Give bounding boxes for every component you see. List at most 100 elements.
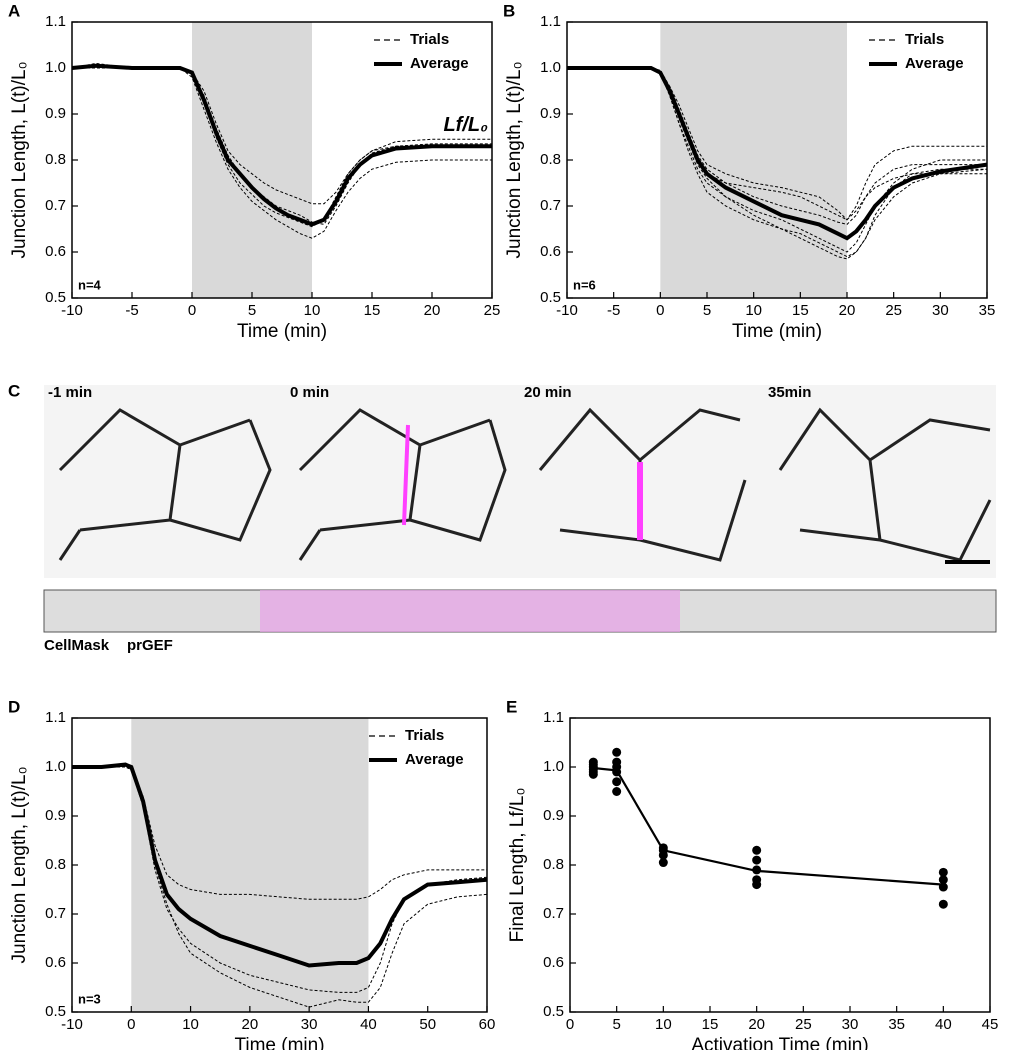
legend-label: Trials	[905, 31, 944, 48]
y-axis-label: Junction Length, L(t)/L₀	[504, 62, 525, 259]
y-tick-label: 0.9	[45, 807, 66, 824]
y-tick-label: 1.1	[543, 709, 564, 726]
sample-size: n=4	[78, 277, 102, 292]
y-tick-label: 0.6	[45, 954, 66, 971]
y-tick-label: 0.5	[45, 289, 66, 306]
chart: -10 -5 0 5 10 15 20 25 30 35 0.5 0.6 0.7 0.8 0.9 1.0 1.1…	[503, 1, 995, 342]
data-point	[612, 777, 622, 787]
x-tick-label: 5	[248, 302, 256, 319]
average-line	[567, 66, 988, 241]
x-tick-label: -10	[556, 302, 578, 319]
plot-frame	[566, 21, 988, 299]
x-tick-label: 25	[484, 302, 501, 319]
x-tick-label: 0	[127, 1016, 135, 1033]
frame-label: 20 min	[524, 384, 572, 401]
y-tick-label: 0.5	[543, 1003, 564, 1020]
panel-letter: E	[506, 697, 517, 716]
panel-letter: D	[8, 697, 20, 716]
x-tick-label: 5	[703, 302, 711, 319]
legend-label: Trials	[405, 727, 444, 744]
frame-label: -1 min	[48, 384, 92, 401]
plot-frame	[71, 21, 493, 299]
x-tick-label: -5	[125, 302, 138, 319]
legend-label: Average	[905, 55, 964, 72]
x-tick-label: 20	[242, 1016, 259, 1033]
x-tick-label: -5	[607, 302, 620, 319]
data-point	[588, 769, 598, 779]
cell-outlines	[58, 407, 992, 562]
average-line	[72, 762, 488, 968]
y-tick-label: 0.7	[540, 197, 561, 214]
x-tick-label: 35	[888, 1016, 905, 1033]
x-axis-label: Time (min)	[237, 321, 327, 342]
x-axis-label: Activation Time (min)	[691, 1035, 868, 1050]
plot-frame	[569, 717, 991, 1013]
legend-label: Average	[405, 751, 464, 768]
x-tick-label: 40	[935, 1016, 952, 1033]
x-tick-label: 25	[795, 1016, 812, 1033]
y-tick-label: 0.7	[45, 197, 66, 214]
y-tick-label: 1.0	[540, 59, 561, 76]
x-tick-label: 30	[932, 302, 949, 319]
panel-letter: B	[503, 1, 515, 20]
x-axis-label: Time (min)	[234, 1035, 324, 1050]
image-background	[44, 385, 996, 578]
y-tick-label: 1.1	[45, 709, 66, 726]
panel-letter: A	[8, 1, 20, 20]
prgef-signal	[402, 424, 410, 526]
x-tick-label: 10	[304, 302, 321, 319]
data-point	[612, 747, 622, 757]
x-tick-label: -10	[61, 1016, 83, 1033]
trial-line	[72, 67, 492, 239]
data-point	[938, 875, 948, 885]
x-tick-label: 35	[979, 302, 996, 319]
image-panel: -1 min 0 min 20 min 35min CellMask prGEF…	[8, 381, 997, 654]
trial-line	[72, 766, 488, 1008]
data-point	[658, 858, 668, 868]
y-tick-label: 0.8	[540, 151, 561, 168]
x-tick-label: 0	[566, 1016, 574, 1033]
sample-size: n=3	[78, 991, 101, 1006]
x-tick-label: 20	[748, 1016, 765, 1033]
stimulus-shade	[192, 22, 312, 298]
legend-label: Trials	[410, 31, 449, 48]
x-tick-label: 10	[745, 302, 762, 319]
x-tick-label: 15	[364, 302, 381, 319]
x-tick-label: 15	[702, 1016, 719, 1033]
y-tick-label: 0.8	[543, 856, 564, 873]
y-tick-label: 0.8	[45, 856, 66, 873]
data-point	[612, 762, 622, 772]
channel-label: CellMask	[44, 637, 110, 654]
y-tick-label: 0.7	[45, 905, 66, 922]
y-tick-label: 0.8	[45, 151, 66, 168]
y-tick-label: 0.5	[540, 289, 561, 306]
x-tick-label: 30	[301, 1016, 318, 1033]
x-tick-label: -10	[61, 302, 83, 319]
x-tick-label: 30	[842, 1016, 859, 1033]
x-tick-label: 10	[655, 1016, 672, 1033]
y-tick-label: 0.5	[45, 1003, 66, 1020]
x-tick-label: 45	[982, 1016, 999, 1033]
data-point	[658, 845, 668, 855]
y-tick-label: 0.9	[45, 105, 66, 122]
x-tick-label: 0	[656, 302, 664, 319]
legend-label: Average	[410, 55, 469, 72]
y-tick-label: 1.0	[45, 758, 66, 775]
data-point	[938, 867, 948, 877]
y-tick-label: 0.7	[543, 905, 564, 922]
x-tick-label: 50	[419, 1016, 436, 1033]
x-tick-label: 20	[424, 302, 441, 319]
y-tick-label: 0.6	[543, 954, 564, 971]
x-tick-label: 0	[188, 302, 196, 319]
y-tick-label: 0.6	[540, 243, 561, 260]
data-point	[938, 882, 948, 892]
data-point	[752, 880, 762, 890]
x-tick-label: 25	[885, 302, 902, 319]
annotation: Lf/L₀	[443, 114, 488, 136]
x-tick-label: 5	[612, 1016, 620, 1033]
stimulus-shade	[131, 718, 369, 1012]
channel-label: prGEF	[127, 637, 173, 654]
y-tick-label: 0.6	[45, 243, 66, 260]
x-tick-label: 40	[360, 1016, 377, 1033]
y-tick-label: 0.9	[540, 105, 561, 122]
